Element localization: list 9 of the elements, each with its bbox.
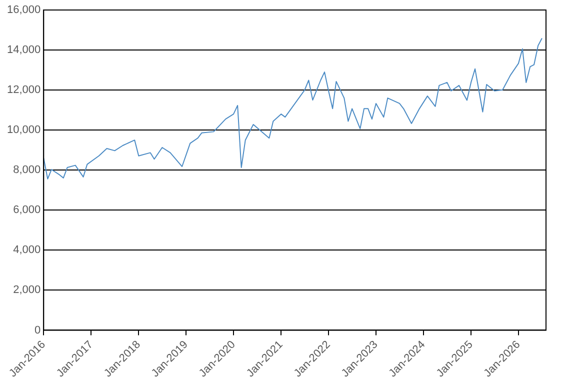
y-tick-label: 4,000 <box>13 244 41 256</box>
y-tick-label: 0 <box>34 324 41 336</box>
y-tick-label: 6,000 <box>13 204 41 216</box>
y-tick-label: 8,000 <box>13 164 41 176</box>
y-tick-label: 12,000 <box>6 84 41 96</box>
y-tick-label: 16,000 <box>6 4 41 16</box>
y-tick-label: 14,000 <box>6 44 41 56</box>
y-tick-label: 2,000 <box>13 284 41 296</box>
y-tick-label: 10,000 <box>6 124 41 136</box>
